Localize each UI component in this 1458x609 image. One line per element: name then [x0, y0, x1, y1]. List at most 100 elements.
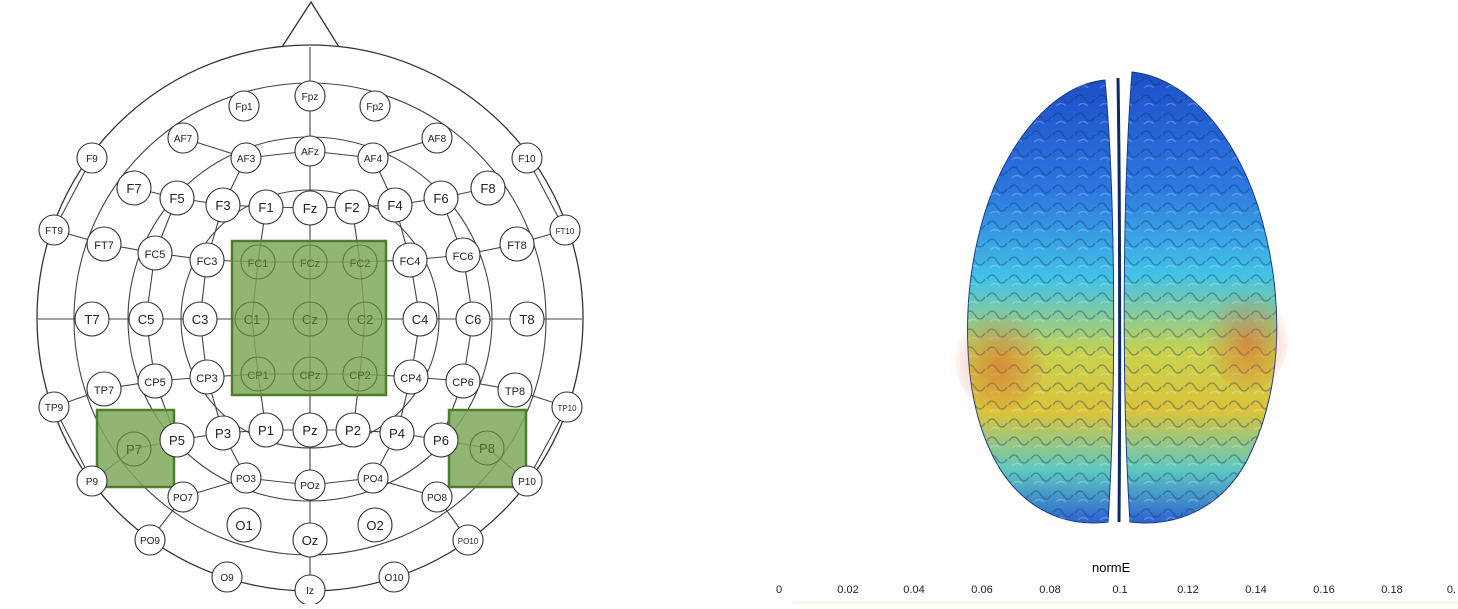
electrode-t8: T8 [509, 301, 545, 337]
electrode-p2: P2 [335, 412, 371, 448]
electrode-c3: C3 [182, 301, 218, 337]
electrode-af8: AF8 [421, 122, 453, 154]
electrode-c4: C4 [402, 301, 438, 337]
colorbar-tick: 0.1 [1112, 584, 1128, 596]
electrode-tp7: TP7 [86, 371, 122, 407]
electrode-label: F3 [215, 198, 230, 213]
electrode-label: PO8 [427, 493, 447, 504]
electrode-label: F4 [387, 198, 402, 213]
electrode-iz: Iz [294, 574, 326, 604]
electrode-tp8: TP8 [497, 372, 533, 408]
electrode-label: C3 [192, 312, 209, 327]
electrode-p3: P3 [205, 415, 241, 451]
electrode-cz: Cz [292, 301, 328, 337]
electrode-label: PO7 [173, 493, 193, 504]
electrode-po7: PO7 [167, 481, 199, 513]
brain-image [792, 71, 1458, 604]
electrode-af7: AF7 [167, 122, 199, 154]
electrode-label: TP9 [45, 403, 64, 414]
electrode-label: C6 [465, 312, 482, 327]
electrode-label: Pz [302, 423, 317, 438]
electrode-label: Iz [306, 586, 314, 597]
electrode-label: FC1 [248, 258, 269, 270]
electrode-label: P2 [345, 423, 361, 438]
electrode-cp4: CP4 [393, 359, 429, 395]
electrode-tp9: TP9 [38, 391, 70, 423]
electrode-f6: F6 [423, 180, 459, 216]
electrode-label: AF7 [174, 134, 193, 145]
electrode-label: C1 [244, 312, 261, 327]
electrode-label: O1 [235, 518, 252, 533]
electrode-c5: C5 [128, 301, 164, 337]
colorbar-tick: 0. [1446, 584, 1456, 596]
electrode-po10: PO10 [452, 524, 484, 556]
electrode-label: CP6 [452, 377, 473, 389]
electrode-o9: O9 [211, 561, 243, 593]
electrode-cp2: CP2 [342, 356, 378, 392]
electrode-label: P1 [258, 423, 274, 438]
electrode-label: AFz [301, 147, 319, 158]
electrode-label: F10 [518, 154, 536, 165]
electrode-label: F7 [126, 181, 141, 196]
electrode-fcz: FCz [292, 244, 328, 280]
colorbar-tick: 0.12 [1177, 584, 1199, 596]
electrode-p10: P10 [511, 465, 543, 497]
electrode-af4: AF4 [357, 142, 389, 174]
electrode-label: F5 [169, 191, 184, 206]
electrode-label: Fpz [302, 92, 319, 103]
colorbar-tick: 0.04 [903, 584, 925, 596]
electrode-poz: POz [294, 469, 326, 501]
electrode-label: FT7 [94, 240, 114, 252]
electrode-label: CP1 [247, 370, 268, 382]
colorbar-tick: 0 [775, 584, 783, 596]
electrode-label: F2 [344, 200, 359, 215]
electrode-fc3: FC3 [189, 242, 225, 278]
electrode-po4: PO4 [357, 462, 389, 494]
electrode-label: FC4 [400, 256, 421, 268]
electrode-cpz: CPz [292, 356, 328, 392]
electrode-oz: Oz [292, 522, 328, 558]
colorbar-title: normE [1092, 560, 1131, 575]
electrode-label: FCz [300, 258, 320, 270]
electrode-label: PO4 [363, 474, 383, 485]
electrode-label: P10 [518, 477, 536, 488]
electrode-f9: F9 [76, 142, 108, 174]
electrode-o10: O10 [378, 561, 410, 593]
electrode-label: C4 [412, 312, 429, 327]
electrode-p5: P5 [159, 422, 195, 458]
electrode-f8: F8 [470, 170, 506, 206]
electrode-p7: P7 [116, 431, 152, 467]
electrode-label: P9 [86, 477, 99, 488]
eeg-electrode-map: Fpz Fp1 Fp2 AF7 AFz AF8 AF3 AF4 F9 F10 F7 F8 F5 F6 F3 F… [36, 0, 584, 604]
electrode-label: Fp1 [235, 102, 253, 113]
electrode-ft10: FT10 [549, 214, 581, 246]
electrode-tp10: TP10 [551, 391, 583, 423]
electrode-label: Fp2 [366, 102, 384, 113]
electrode-p9: P9 [76, 465, 108, 497]
electrode-o1: O1 [226, 507, 262, 543]
electrode-label: TP7 [94, 385, 114, 397]
nose-marker [280, 0, 341, 48]
colorbar-tick: 0.06 [971, 584, 993, 596]
electrode-label: P7 [126, 442, 142, 457]
electrode-label: F6 [433, 191, 448, 206]
electrode-fc1: FC1 [240, 244, 276, 280]
electrode-cp5: CP5 [137, 363, 173, 399]
colorbar-tick: 0.16 [1313, 584, 1335, 596]
electrode-label: F9 [86, 154, 98, 165]
electrode-label: P4 [389, 426, 405, 441]
electrode-label: FC2 [350, 258, 371, 270]
electrode-label: TP8 [505, 386, 525, 398]
electrode-cp3: CP3 [189, 359, 225, 395]
electrode-afz: AFz [294, 135, 326, 167]
electrode-f4: F4 [377, 187, 413, 223]
electrode-fc4: FC4 [392, 242, 428, 278]
electrode-label: C2 [357, 312, 374, 327]
electrode-p8: P8 [469, 430, 505, 466]
electrode-label: O9 [220, 573, 234, 584]
electrode-f10: F10 [511, 142, 543, 174]
electrode-label: F1 [258, 200, 273, 215]
electrode-label: POz [300, 481, 319, 492]
electrode-label: FT10 [556, 227, 575, 236]
electrode-label: O10 [385, 573, 404, 584]
